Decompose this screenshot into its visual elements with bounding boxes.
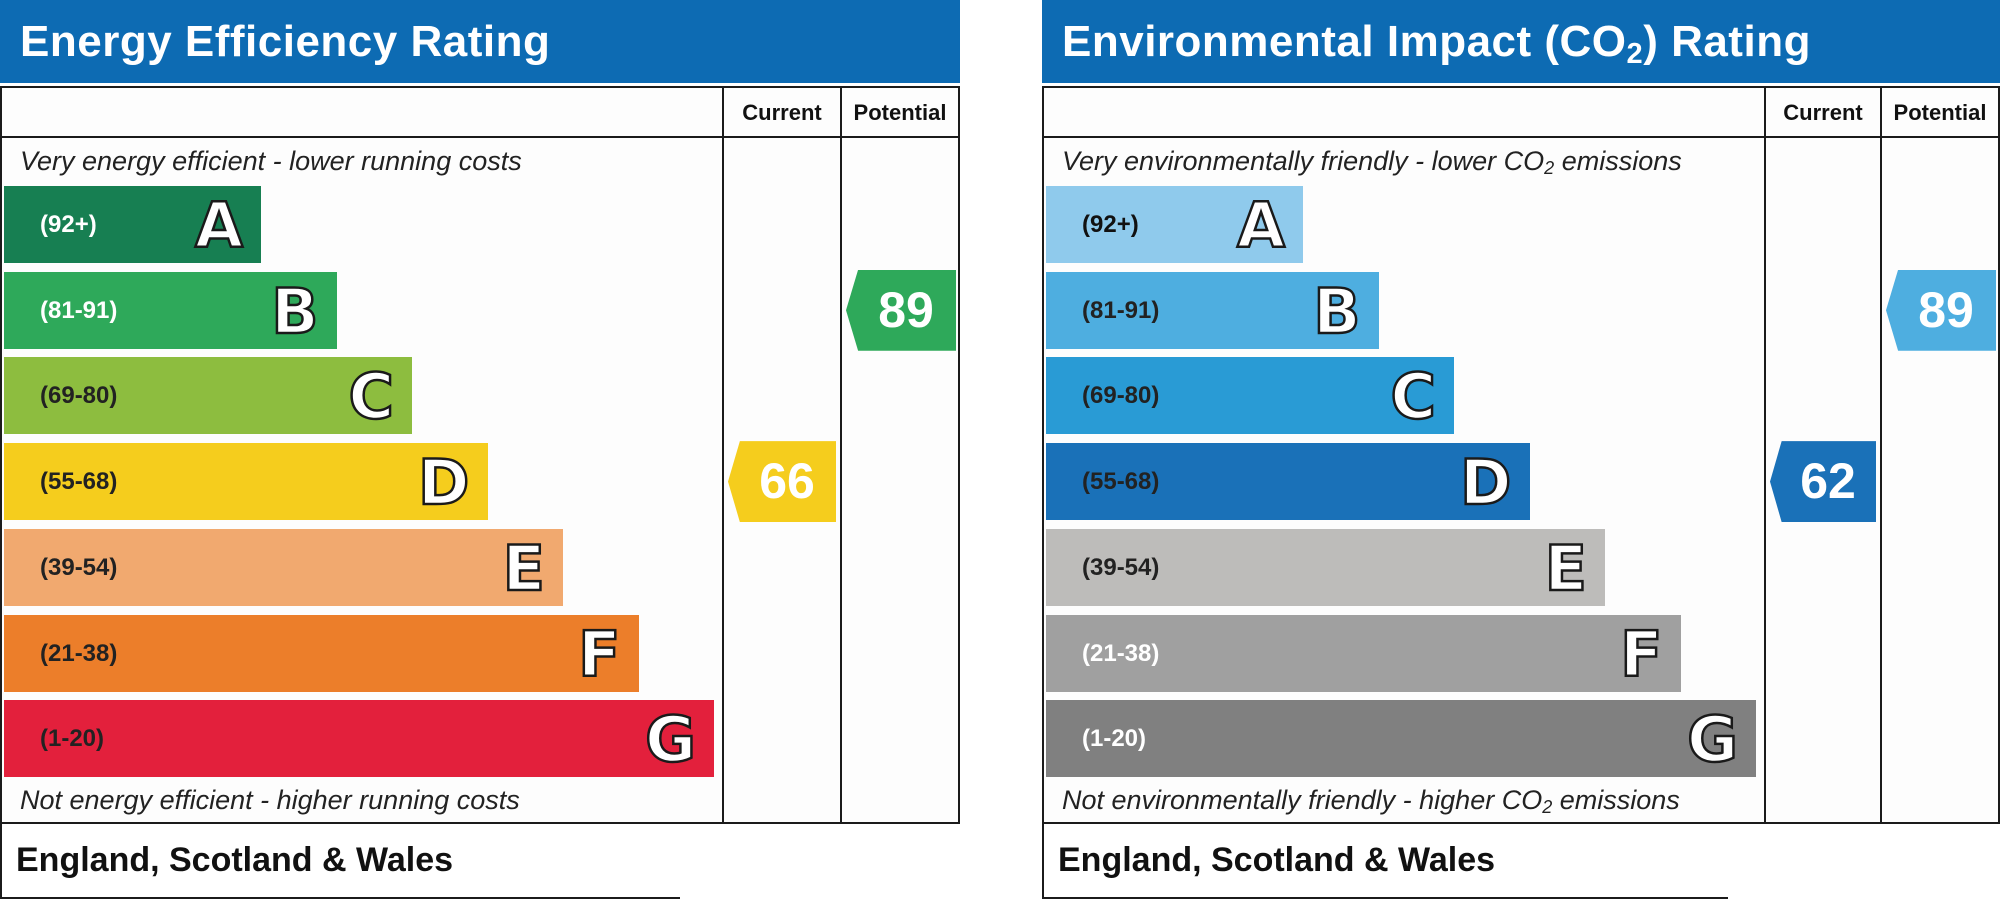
region-footer: England, Scotland & Wales [0,824,680,899]
chart-title: Energy Efficiency Rating [0,0,960,83]
band-range: (81-91) [1082,296,1160,324]
band-range: (92+) [1082,211,1139,238]
band-range: (21-38) [40,639,118,667]
band-g: (1-20) G [1046,700,1756,777]
band-range: (69-80) [1082,382,1160,410]
potential-column-header: Potential [1893,100,1987,125]
top-note-text: Very environmentally friendly - lower CO [1062,146,1545,176]
band-range: (55-68) [40,468,118,496]
region-footer: England, Scotland & Wales [1042,824,1728,899]
band-e: (39-54) E [4,528,563,607]
band-letter: E [1543,531,1588,607]
column-divider [840,88,842,822]
chart-title-text: Environmental Impact (CO [1062,17,1627,66]
band-range: (39-54) [40,553,118,581]
header-divider [1044,136,1998,138]
band-a: (92+) A [1046,186,1303,263]
band-b: (81-91) B [1046,271,1379,349]
top-note-end: emissions [1554,146,1682,176]
top-note: Very energy efficient - lower running co… [20,146,522,176]
potential-column-header: Potential [853,100,947,125]
band-range: (92+) [40,211,97,238]
band-letter: F [577,616,622,692]
band-d: (55-68) D [1046,443,1530,520]
bottom-note-end: emissions [1552,785,1680,815]
band-letter: B [1312,273,1362,349]
chart-title: Environmental Impact (CO2) Rating [1042,0,2000,83]
band-letter: D [417,445,471,521]
band-range: (1-20) [40,725,105,753]
band-range: (55-68) [1082,468,1160,496]
band-f: (21-38) F [1046,614,1681,692]
bottom-note-text: Not environmentally friendly - higher CO [1062,785,1543,815]
column-divider [722,88,724,822]
band-c: (69-80) C [1046,357,1454,435]
potential-rating-arrow: 89 [846,269,956,351]
band-letter: G [644,702,697,778]
chart-frame: Current Potential Very energy efficient … [0,86,960,824]
chart-title-end: ) Rating [1643,17,1811,66]
chart-frame: Current Potential Very environmentally f… [1042,86,2000,824]
current-rating-arrow: 66 [728,441,836,523]
column-divider [1764,88,1766,822]
bottom-note: Not environmentally friendly - higher CO… [1062,785,1680,816]
band-letter: B [270,273,320,349]
band-letter: E [501,531,546,607]
band-range: (69-80) [40,382,118,410]
band-b: (81-91) B [4,271,337,349]
bottom-note-subscript: 2 [1542,797,1553,817]
band-e: (39-54) E [1046,528,1605,607]
potential-rating-arrow: 89 [1886,269,1996,351]
band-d: (55-68) D [4,443,488,520]
band-letter: A [1236,188,1286,264]
top-note: Very environmentally friendly - lower CO… [1062,146,1682,177]
top-note-subscript: 2 [1544,158,1555,178]
bottom-note: Not energy efficient - higher running co… [20,785,520,815]
chart-title-text: Energy Efficiency Rating [20,17,551,66]
band-letter: C [347,359,395,435]
current-rating-arrow: 62 [1770,441,1876,523]
band-range: (81-91) [40,296,118,324]
current-column-header: Current [742,100,822,125]
header-divider [2,136,958,138]
band-letter: G [1686,702,1739,778]
band-f: (21-38) F [4,614,639,692]
band-range: (39-54) [1082,553,1160,581]
band-letter: F [1619,616,1664,692]
column-divider [1880,88,1882,822]
band-range: (21-38) [1082,639,1160,667]
band-a: (92+) A [4,186,261,263]
band-g: (1-20) G [4,700,714,777]
band-range: (1-20) [1082,725,1147,753]
band-letter: D [1459,445,1513,521]
current-column-header: Current [1783,100,1863,125]
band-letter: A [194,188,244,264]
chart-title-subscript: 2 [1626,38,1644,70]
band-c: (69-80) C [4,357,412,435]
band-letter: C [1389,359,1437,435]
